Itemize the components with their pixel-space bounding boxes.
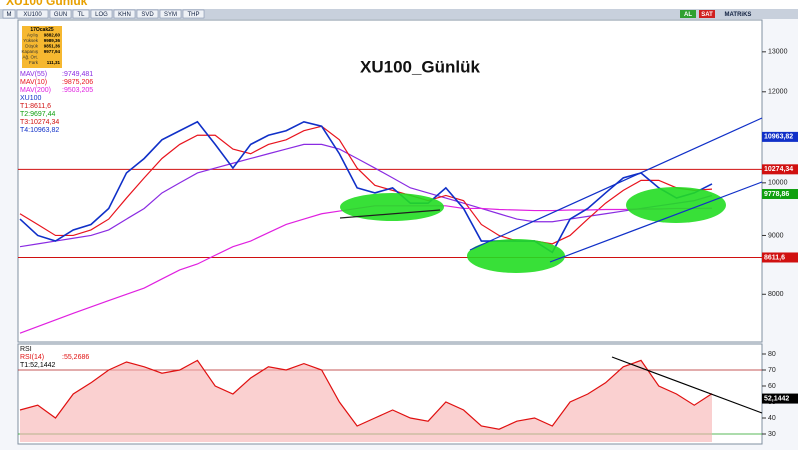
legend-value: :9503,205 xyxy=(62,87,93,94)
info-value: 9882,60 xyxy=(44,33,61,38)
level-tag-label: 52,1442 xyxy=(764,395,789,402)
y-tick-label: 60 xyxy=(768,383,776,390)
legend-value: :55,2686 xyxy=(62,354,89,361)
level-tag xyxy=(762,131,798,142)
indicator-line xyxy=(19,125,713,245)
channel-line xyxy=(549,181,763,263)
level-name: T1:8611,6 xyxy=(20,103,51,110)
y-tick-label: 80 xyxy=(768,351,776,358)
chart-title: XU100_Günlük xyxy=(360,57,481,76)
y-tick-label: 13000 xyxy=(768,49,788,56)
toolbar-button[interactable] xyxy=(680,10,696,18)
toolbar-button[interactable] xyxy=(72,9,90,19)
toolbar-button[interactable] xyxy=(699,10,715,18)
level-tag-label: 9778,86 xyxy=(764,191,789,198)
indicator-line xyxy=(19,359,713,430)
legend-name: MAV(55) xyxy=(20,71,47,78)
support-line xyxy=(339,209,441,219)
level-tag-label: 10963,82 xyxy=(764,134,793,141)
info-label: Kapanış xyxy=(21,49,38,54)
info-label: Açılış xyxy=(27,33,39,38)
y-tick-label: 8000 xyxy=(768,291,784,298)
toolbar-label: TL xyxy=(77,12,85,18)
info-value: 9851,36 xyxy=(44,44,61,49)
toolbar-button[interactable] xyxy=(16,9,49,19)
info-label: Düşük xyxy=(25,44,39,49)
toolbar-button[interactable] xyxy=(49,9,72,19)
level-name: T4:10963,82 xyxy=(20,127,59,134)
level-tag-label: 8611,6 xyxy=(764,254,785,261)
toolbar-label: LOG xyxy=(95,12,108,18)
legend-name: RSI(14) xyxy=(20,354,44,361)
toolbar xyxy=(0,9,798,19)
y-tick-label: 30 xyxy=(768,431,776,438)
y-tick-label: 9000 xyxy=(768,232,784,239)
level-name: T2:9697,44 xyxy=(20,111,56,118)
rsi-area xyxy=(20,360,712,442)
legend-value: :9875,206 xyxy=(62,79,93,86)
info-label: Ağ. Ort. xyxy=(22,55,38,60)
toolbar-label: AL xyxy=(684,12,692,18)
toolbar-button[interactable] xyxy=(182,9,205,19)
banner: XU100 Günlük xyxy=(6,0,88,8)
y-tick-label: 70 xyxy=(768,367,776,374)
toolbar-button[interactable] xyxy=(113,9,136,19)
toolbar-label: KHN xyxy=(118,12,131,18)
info-label: Fark xyxy=(29,60,39,65)
y-tick-label: 10000 xyxy=(768,180,788,187)
info-value: 9989,36 xyxy=(44,38,61,43)
level-name: T3:10274,34 xyxy=(20,119,59,126)
level-tag-label: 10274,34 xyxy=(764,166,793,173)
legend-name: MAV(200) xyxy=(20,87,51,94)
toolbar-label: GUN xyxy=(54,12,67,18)
toolbar-label: XU100 xyxy=(23,12,42,18)
level-tag xyxy=(762,189,798,200)
level-name: T1:52,1442 xyxy=(20,362,56,369)
panel-title: RSI xyxy=(20,346,32,353)
rsi-trend-line xyxy=(611,356,763,414)
toolbar-label: MATRiKS xyxy=(725,12,752,18)
info-value: 111,31 xyxy=(47,60,61,65)
y-tick-label: 12000 xyxy=(768,89,788,96)
toolbar-label: SAT xyxy=(701,12,713,18)
toolbar-label: SVD xyxy=(141,12,154,18)
highlight-ellipse xyxy=(467,239,565,273)
toolbar-label: THP xyxy=(188,12,200,18)
price-line xyxy=(19,120,713,254)
info-box xyxy=(22,26,62,68)
toolbar-button[interactable] xyxy=(90,9,113,19)
toolbar-label: SYM xyxy=(164,12,177,18)
channel-line xyxy=(469,117,763,251)
legend-name: XU100 xyxy=(20,95,42,102)
info-value: 9977,94 xyxy=(44,49,61,54)
indicator-line xyxy=(19,143,713,248)
y-tick-label: 40 xyxy=(768,415,776,422)
level-tag xyxy=(762,164,798,175)
toolbar-button[interactable] xyxy=(2,9,16,19)
legend-value: :9749,481 xyxy=(62,71,93,78)
highlight-ellipse xyxy=(626,187,726,223)
toolbar-button[interactable] xyxy=(718,10,758,18)
toolbar-label: M xyxy=(7,12,12,18)
info-label: Yüksek xyxy=(23,38,39,43)
legend-name: MAV(10) xyxy=(20,79,47,86)
highlight-ellipse xyxy=(340,193,444,221)
toolbar-button[interactable] xyxy=(159,9,182,19)
level-tag xyxy=(762,393,798,404)
level-tag xyxy=(762,252,798,263)
toolbar-button[interactable] xyxy=(136,9,159,19)
info-date: 17Ocak25 xyxy=(30,27,54,33)
